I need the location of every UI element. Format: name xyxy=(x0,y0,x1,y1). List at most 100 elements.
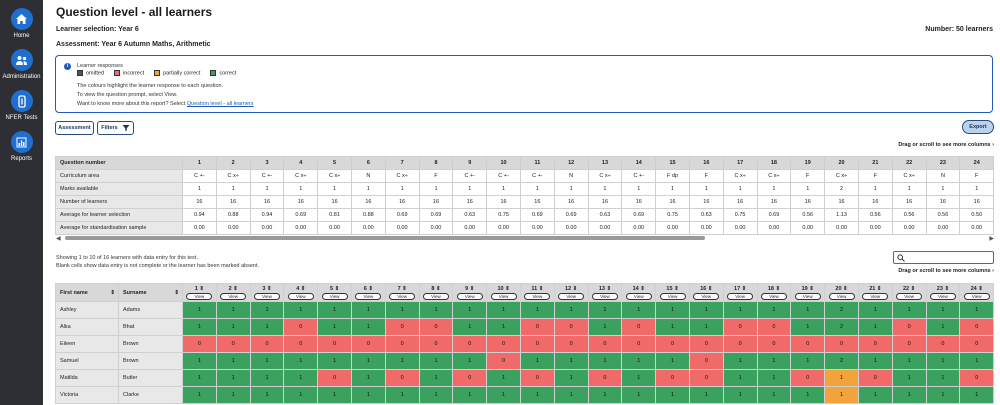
question-header-7[interactable]: 7 ⇕ View xyxy=(384,283,420,302)
view-button[interactable]: View xyxy=(422,292,449,300)
summary-cell: 0.00 xyxy=(891,221,927,235)
scroll-left-icon[interactable]: ◀ xyxy=(56,236,61,242)
view-button[interactable]: View xyxy=(794,292,821,300)
nav-reports[interactable]: Reports xyxy=(0,131,43,162)
summary-row-questions: Question number 1 2 3 4 5 6 7 8 9 10 11 12 13 14 15 16 17… xyxy=(55,156,995,170)
view-button[interactable]: View xyxy=(186,292,213,300)
score-cell: 0 xyxy=(959,335,995,353)
question-header-23[interactable]: 23 ⇕ View xyxy=(925,283,961,302)
view-button[interactable]: View xyxy=(355,292,382,300)
horizontal-scrollbar[interactable] xyxy=(65,236,705,240)
summary-cell: F xyxy=(418,169,454,183)
score-cell: 1 xyxy=(587,318,623,336)
question-number: 17 ⇕ xyxy=(734,285,747,292)
question-header-10[interactable]: 10 ⇕ View xyxy=(486,283,521,302)
question-header-18[interactable]: 18 ⇕ View xyxy=(756,283,792,302)
question-header-1[interactable]: 1 ⇕ View xyxy=(182,283,217,302)
view-button[interactable]: View xyxy=(896,292,923,300)
view-button[interactable]: View xyxy=(287,292,314,300)
sort-icon[interactable]: ⇕ xyxy=(110,289,115,296)
question-header-21[interactable]: 21 ⇕ View xyxy=(857,283,893,302)
view-button[interactable]: View xyxy=(253,292,280,300)
view-button[interactable]: View xyxy=(862,292,889,300)
first-name-header[interactable]: First name ⇕ xyxy=(55,283,119,302)
question-header-12[interactable]: 12 ⇕ View xyxy=(553,283,589,302)
question-header-20[interactable]: 20 ⇕ View xyxy=(824,283,859,302)
summary-cell: 2 xyxy=(215,156,251,170)
question-header-22[interactable]: 22 ⇕ View xyxy=(891,283,927,302)
score-cell: 1 xyxy=(418,369,454,387)
view-button[interactable]: View xyxy=(490,292,517,300)
view-button[interactable]: View xyxy=(220,292,247,300)
question-header-17[interactable]: 17 ⇕ View xyxy=(722,283,758,302)
score-cell: 1 xyxy=(317,318,352,336)
score-cell: 1 xyxy=(519,352,555,370)
score-cell: 1 xyxy=(857,301,893,319)
view-button[interactable]: View xyxy=(524,292,551,300)
nav-administration[interactable]: Administration xyxy=(0,49,43,80)
view-button[interactable]: View xyxy=(659,292,686,300)
question-header-14[interactable]: 14 ⇕ View xyxy=(621,283,657,302)
question-header-5[interactable]: 5 ⇕ View xyxy=(317,283,352,302)
view-button[interactable]: View xyxy=(456,292,483,300)
view-button[interactable]: View xyxy=(693,292,720,300)
help-link[interactable]: Question level - all learners xyxy=(186,101,254,107)
question-header-24[interactable]: 24 ⇕ View xyxy=(959,283,995,302)
question-header-13[interactable]: 13 ⇕ View xyxy=(587,283,623,302)
score-cell: 1 xyxy=(824,369,859,387)
question-header-9[interactable]: 9 ⇕ View xyxy=(452,283,488,302)
summary-cell: 16 xyxy=(249,195,285,209)
question-header-4[interactable]: 4 ⇕ View xyxy=(283,283,319,302)
question-header-11[interactable]: 11 ⇕ View xyxy=(519,283,555,302)
view-button[interactable]: View xyxy=(591,292,618,300)
nav-home[interactable]: Home xyxy=(0,8,43,39)
question-header-8[interactable]: 8 ⇕ View xyxy=(418,283,454,302)
question-header-15[interactable]: 15 ⇕ View xyxy=(655,283,690,302)
summary-cell: 1 xyxy=(857,182,893,196)
search-input[interactable] xyxy=(893,251,994,264)
summary-cell: 16 xyxy=(959,195,995,209)
score-cell: 0 xyxy=(722,318,758,336)
nav-nfer-tests[interactable]: NFER Tests xyxy=(0,90,43,121)
summary-cell: 0.00 xyxy=(790,221,826,235)
question-number: 1 ⇕ xyxy=(194,285,204,292)
score-cell: 0 xyxy=(317,335,352,353)
view-button[interactable]: View xyxy=(558,292,585,300)
summary-cell: 9 xyxy=(452,156,488,170)
scroll-right-icon[interactable]: ▶ xyxy=(989,236,994,242)
question-header-19[interactable]: 19 ⇕ View xyxy=(790,283,826,302)
view-button[interactable]: View xyxy=(727,292,754,300)
question-header-6[interactable]: 6 ⇕ View xyxy=(350,283,386,302)
view-button[interactable]: View xyxy=(389,292,416,300)
filters-button[interactable]: Filters xyxy=(97,121,134,135)
export-button[interactable]: Export xyxy=(962,120,994,134)
score-cell: 1 xyxy=(655,352,690,370)
question-header-3[interactable]: 3 ⇕ View xyxy=(249,283,285,302)
question-header-16[interactable]: 16 ⇕ View xyxy=(688,283,724,302)
surname-header[interactable]: Surname ⇕ xyxy=(118,283,183,302)
score-cell: 1 xyxy=(486,301,521,319)
score-cell: 0 xyxy=(452,369,488,387)
summary-cell: 6 xyxy=(350,156,386,170)
score-cell: 1 xyxy=(486,369,521,387)
summary-cell: 11 xyxy=(519,156,555,170)
summary-cell: 0.00 xyxy=(688,221,724,235)
view-button[interactable]: View xyxy=(760,292,787,300)
view-button[interactable]: View xyxy=(625,292,652,300)
summary-cell: 16 xyxy=(587,195,623,209)
sort-icon[interactable]: ⇕ xyxy=(174,289,179,296)
summary-cell: 16 xyxy=(283,195,319,209)
table-row: Victoria Clarke 1 1 1 1 1 1 1 1 1 1 1 1 1 1 1 1 1 1 1 1 1 1 1 1 xyxy=(55,386,995,404)
summary-cell: 0.00 xyxy=(824,221,859,235)
view-button[interactable]: View xyxy=(929,292,956,300)
learner-table-header: First name ⇕ Surname ⇕ 1 ⇕ View 2 ⇕ View 3 ⇕ Vi… xyxy=(55,283,995,302)
first-name-header-label: First name xyxy=(60,289,88,296)
question-header-2[interactable]: 2 ⇕ View xyxy=(215,283,251,302)
summary-cell: 1 xyxy=(621,182,657,196)
score-cell: 0 xyxy=(824,335,859,353)
view-button[interactable]: View xyxy=(828,292,855,300)
score-cell: 1 xyxy=(350,386,386,404)
view-button[interactable]: View xyxy=(963,292,990,300)
view-button[interactable]: View xyxy=(321,292,348,300)
assessment-button[interactable]: Assessment xyxy=(55,121,94,135)
